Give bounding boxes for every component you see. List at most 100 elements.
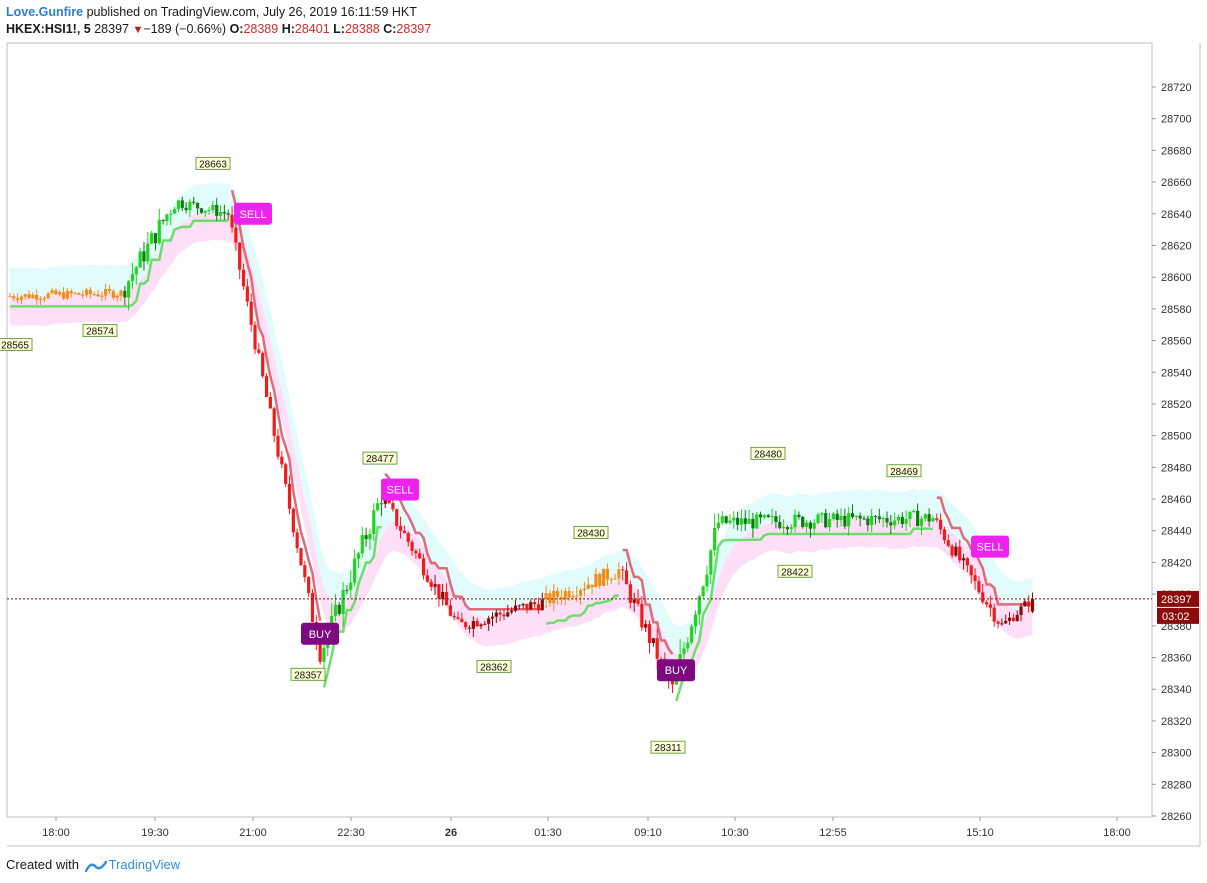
plot-area[interactable]: [6, 42, 1153, 818]
candle[interactable]: [253, 321, 257, 354]
candle[interactable]: [268, 392, 272, 409]
candle[interactable]: [130, 262, 135, 290]
candle[interactable]: [291, 507, 295, 538]
candle[interactable]: [889, 514, 893, 535]
candle[interactable]: [770, 508, 774, 525]
candle[interactable]: [513, 599, 518, 613]
candle[interactable]: [73, 292, 77, 295]
candle[interactable]: [410, 539, 414, 556]
candle[interactable]: [261, 351, 265, 379]
candle[interactable]: [973, 568, 977, 590]
candle[interactable]: [307, 576, 311, 597]
candle[interactable]: [502, 609, 506, 621]
candle[interactable]: [107, 285, 112, 295]
candle[interactable]: [594, 567, 598, 588]
candle[interactable]: [115, 293, 119, 302]
candle[interactable]: [835, 509, 839, 528]
candle[interactable]: [720, 511, 724, 526]
candle[interactable]: [521, 603, 525, 609]
candle[interactable]: [287, 475, 292, 515]
candle[interactable]: [923, 513, 927, 522]
candle[interactable]: [559, 589, 564, 605]
candle[interactable]: [50, 287, 54, 295]
candle[interactable]: [448, 599, 452, 617]
candle[interactable]: [755, 511, 759, 530]
candle[interactable]: [1000, 618, 1004, 626]
candle[interactable]: [173, 206, 177, 214]
candle[interactable]: [590, 584, 594, 595]
candle[interactable]: [927, 508, 931, 527]
candle[interactable]: [758, 511, 763, 524]
candle[interactable]: [452, 612, 456, 621]
candle[interactable]: [15, 293, 20, 304]
candle[interactable]: [199, 207, 204, 215]
candle[interactable]: [762, 514, 767, 520]
candle[interactable]: [713, 513, 717, 557]
candle[interactable]: [582, 581, 587, 597]
candle[interactable]: [766, 513, 770, 519]
candle[interactable]: [12, 293, 16, 302]
candle[interactable]: [647, 620, 652, 654]
candle[interactable]: [778, 515, 782, 530]
candle[interactable]: [950, 543, 954, 559]
candle[interactable]: [127, 280, 131, 311]
candle[interactable]: [617, 562, 621, 585]
candle[interactable]: [238, 242, 242, 280]
candle[interactable]: [444, 583, 449, 606]
candle[interactable]: [96, 289, 100, 297]
candle[interactable]: [84, 287, 89, 298]
candle[interactable]: [303, 560, 307, 583]
candle[interactable]: [88, 287, 92, 299]
candle[interactable]: [965, 557, 970, 573]
candle[interactable]: [774, 511, 778, 529]
candle[interactable]: [946, 534, 950, 548]
candle[interactable]: [77, 292, 81, 295]
candle[interactable]: [65, 288, 69, 300]
sell-signal-badge[interactable]: SELL: [381, 478, 419, 501]
candle[interactable]: [804, 519, 809, 533]
candle[interactable]: [567, 586, 571, 602]
candle[interactable]: [375, 498, 380, 512]
tradingview-brand[interactable]: TradingView: [108, 857, 181, 872]
candle[interactable]: [349, 570, 353, 599]
candle[interactable]: [391, 499, 395, 512]
candle[interactable]: [563, 587, 567, 606]
candle[interactable]: [977, 576, 981, 595]
candle[interactable]: [207, 207, 211, 215]
candle[interactable]: [464, 621, 468, 631]
candle[interactable]: [356, 551, 361, 569]
candle[interactable]: [157, 208, 161, 246]
candle[interactable]: [211, 200, 215, 214]
candle[interactable]: [8, 292, 12, 298]
buy-signal-badge[interactable]: BUY: [301, 622, 339, 645]
candle[interactable]: [272, 406, 276, 443]
candle[interactable]: [877, 508, 881, 524]
candle[interactable]: [831, 512, 835, 521]
candle[interactable]: [1004, 614, 1008, 624]
candle[interactable]: [276, 428, 280, 460]
candle[interactable]: [61, 286, 66, 300]
candle[interactable]: [69, 288, 73, 298]
candle[interactable]: [27, 290, 31, 299]
candle[interactable]: [984, 600, 989, 608]
candle[interactable]: [460, 612, 464, 623]
candle[interactable]: [969, 564, 973, 584]
candle[interactable]: [605, 563, 609, 586]
candle[interactable]: [1030, 592, 1035, 614]
candle[interactable]: [58, 290, 62, 297]
candle[interactable]: [843, 508, 847, 530]
candle[interactable]: [226, 209, 230, 221]
sell-signal-badge[interactable]: SELL: [234, 202, 272, 225]
candle[interactable]: [54, 288, 58, 296]
candle[interactable]: [441, 583, 445, 606]
candle[interactable]: [961, 553, 966, 570]
candle[interactable]: [896, 514, 901, 525]
candle[interactable]: [854, 515, 858, 521]
candle[interactable]: [839, 508, 843, 527]
candle[interactable]: [402, 525, 407, 534]
candle[interactable]: [904, 510, 908, 531]
candle[interactable]: [150, 230, 154, 245]
candle[interactable]: [651, 638, 655, 647]
candle[interactable]: [467, 625, 472, 634]
candle[interactable]: [816, 512, 820, 525]
